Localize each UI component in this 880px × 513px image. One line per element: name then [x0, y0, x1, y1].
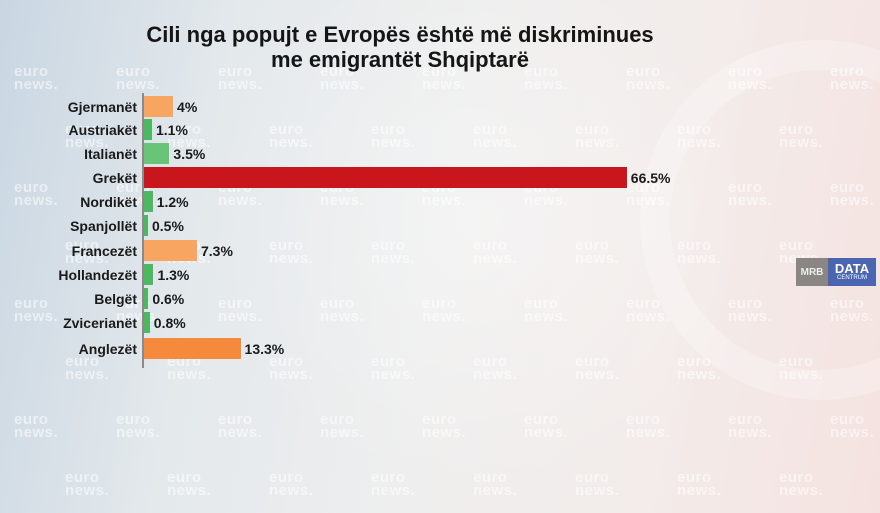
- bar: [144, 119, 152, 140]
- value-label: 1.3%: [157, 267, 190, 283]
- bar: [144, 338, 241, 359]
- bar-row: Hollandezët 1.3%: [0, 264, 880, 286]
- bar: [144, 167, 627, 188]
- category-label: Austriakët: [68, 122, 137, 138]
- bar-row: Anglezët 13.3%: [0, 338, 880, 360]
- value-label: 4%: [177, 99, 198, 115]
- category-label: Belgët: [94, 291, 137, 307]
- bar: [144, 191, 153, 212]
- logo-data: DATA CENTRUM: [828, 258, 876, 286]
- title-line-1: Cili nga popujt e Evropës është më diskr…: [146, 22, 654, 47]
- bar-row: Italianët 3.5%: [0, 143, 880, 165]
- chart-title: Cili nga popujt e Evropës është më diskr…: [0, 22, 800, 72]
- value-label: 0.5%: [152, 218, 184, 234]
- data-centrum-logo: MRB DATA CENTRUM: [796, 258, 876, 286]
- bar-row: Austriakët 1.1%: [0, 119, 880, 141]
- value-label: 66.5%: [630, 170, 671, 186]
- value-label: 7.3%: [200, 243, 233, 259]
- category-label: Nordikët: [80, 194, 137, 210]
- bar: [144, 288, 149, 309]
- category-label: Francezët: [71, 243, 137, 259]
- bar: [144, 143, 170, 164]
- bar-row: Zvicerianët 0.8%: [0, 312, 880, 334]
- bar: [144, 312, 150, 333]
- value-label: 3.5%: [173, 146, 206, 162]
- category-label: Anglezët: [78, 341, 137, 357]
- value-label: 0.6%: [152, 291, 185, 307]
- value-label: 1.1%: [155, 122, 188, 138]
- bar: [144, 96, 174, 117]
- bar-row: Nordikët 1.2%: [0, 191, 880, 213]
- bar: [144, 264, 154, 285]
- y-axis-line: [142, 93, 144, 368]
- category-label: Zvicerianët: [63, 315, 137, 331]
- value-label: 13.3%: [244, 341, 285, 357]
- title-line-2: me emigrantët Shqiptarë: [271, 47, 529, 72]
- value-label: 1.2%: [156, 194, 189, 210]
- bar-row: Spanjollët 0.5%: [0, 215, 880, 237]
- category-label: Grekët: [92, 170, 137, 186]
- bar-row: Gjermanët 4%: [0, 96, 880, 118]
- bar: [144, 215, 148, 236]
- bar-row: Francezët 7.3%: [0, 240, 880, 262]
- value-label: 0.8%: [153, 315, 186, 331]
- logo-mrb: MRB: [796, 258, 828, 286]
- bar-row: Grekët 66.5%: [0, 167, 880, 189]
- bar-row: Belgët 0.6%: [0, 288, 880, 310]
- bar: [144, 240, 197, 261]
- category-label: Italianët: [84, 146, 137, 162]
- category-label: Spanjollët: [70, 218, 137, 234]
- category-label: Gjermanët: [67, 99, 137, 115]
- category-label: Hollandezët: [58, 267, 137, 283]
